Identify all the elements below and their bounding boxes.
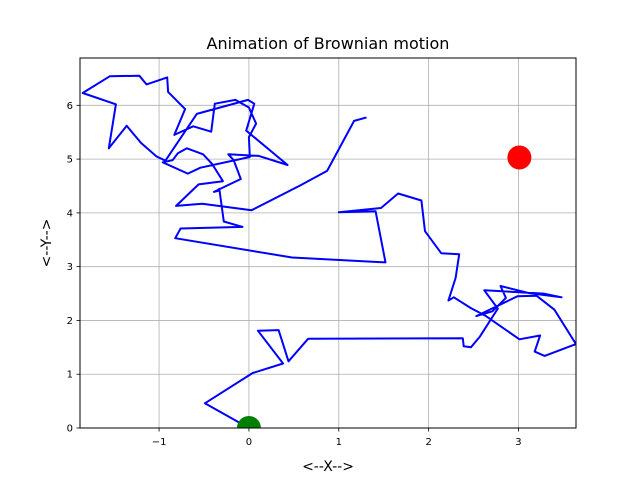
brownian-path-line — [81, 74, 576, 428]
data-layer — [81, 74, 576, 428]
x-axis-ticks: −1 0 1 2 3 — [152, 428, 522, 448]
y-axis-label: <--Y--> — [39, 219, 55, 268]
start-point-marker — [236, 416, 261, 428]
y-tick-label: 4 — [67, 208, 73, 219]
chart-title: Animation of Brownian motion — [207, 34, 450, 53]
y-tick-label: 2 — [67, 316, 73, 327]
x-axis-label: <--X--> — [302, 459, 354, 475]
plot-area — [80, 58, 576, 428]
y-tick-label: 1 — [67, 370, 73, 381]
y-tick-label: 6 — [67, 101, 73, 112]
x-tick-label: 3 — [515, 437, 521, 448]
y-tick-label: 0 — [67, 424, 73, 435]
y-axis-ticks: 0 1 2 3 4 5 6 — [67, 101, 80, 435]
y-tick-label: 3 — [67, 262, 73, 273]
x-tick-label: 0 — [246, 437, 252, 448]
plot-frame — [79, 57, 577, 429]
end-point-marker — [507, 145, 532, 170]
x-tick-label: 2 — [425, 437, 431, 448]
y-tick-label: 5 — [67, 155, 73, 166]
x-tick-label: 1 — [336, 437, 342, 448]
x-tick-label: −1 — [152, 437, 167, 448]
grid-lines — [80, 58, 576, 429]
